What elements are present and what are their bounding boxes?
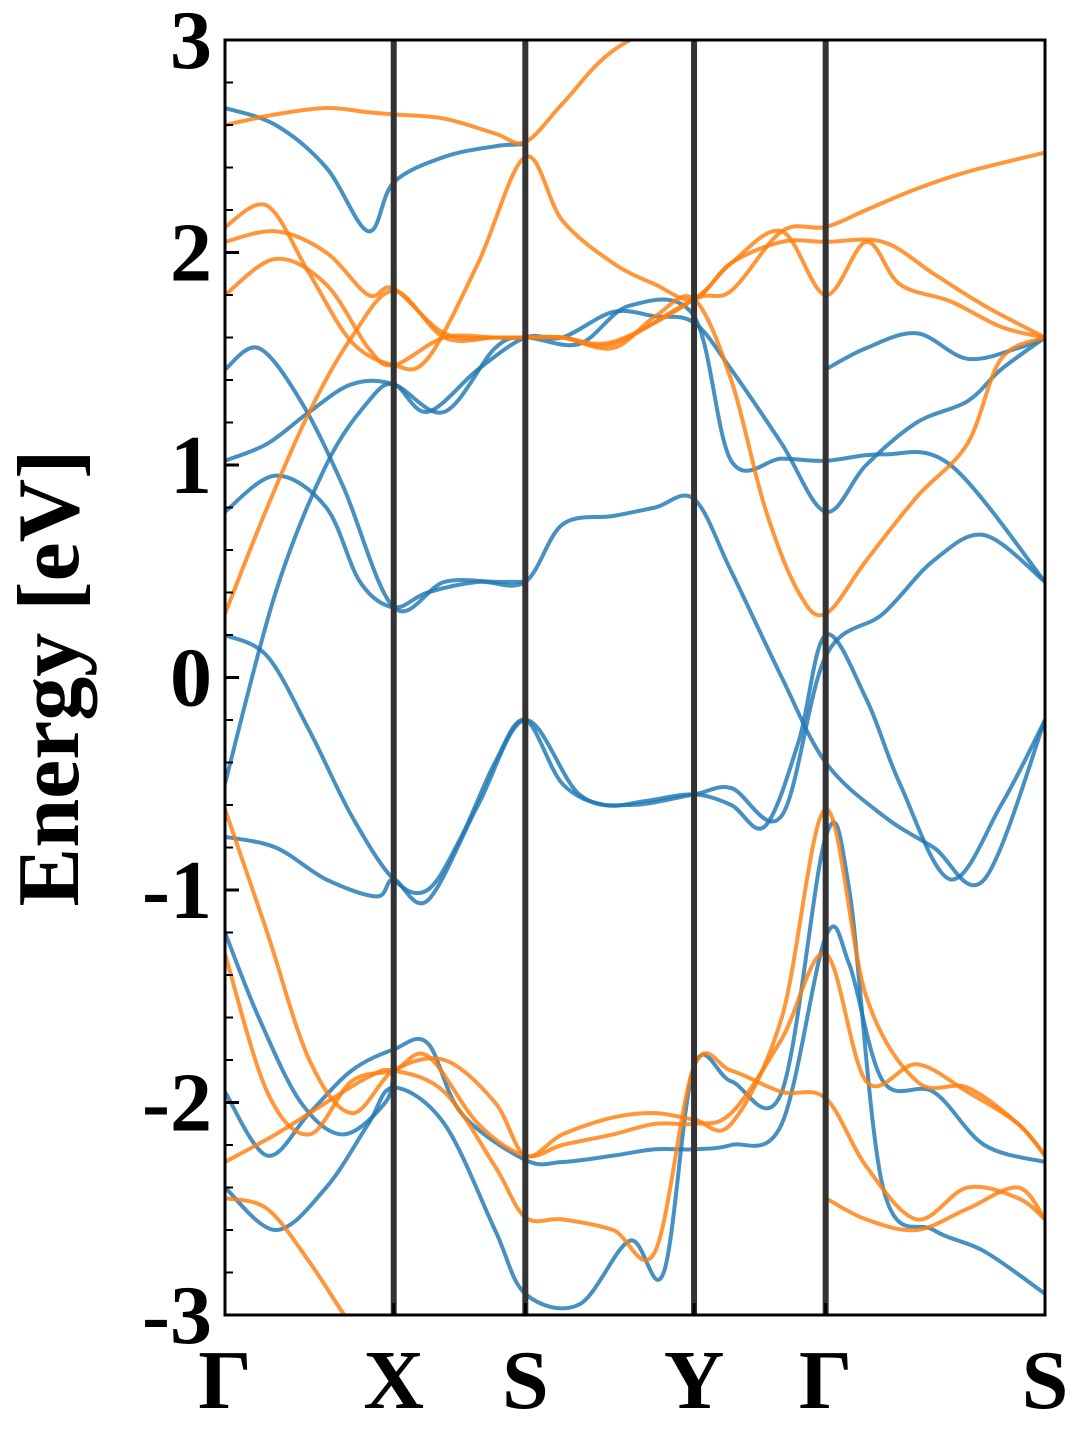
band-line-15 bbox=[225, 150, 1045, 348]
band-line-9 bbox=[225, 930, 396, 1137]
band-line-11 bbox=[225, 820, 1045, 1311]
bands-layer bbox=[225, 40, 1045, 1315]
y-tick-label: 3 bbox=[170, 0, 212, 87]
y-axis-label: Energy [eV] bbox=[1, 450, 98, 907]
band-line-8 bbox=[823, 331, 1045, 372]
band-line-5 bbox=[225, 297, 1045, 584]
band-line-19 bbox=[225, 1051, 1045, 1263]
y-tick-label: -1 bbox=[142, 844, 212, 937]
x-tick-label: S bbox=[1022, 1334, 1069, 1427]
plot-frame bbox=[223, 38, 1047, 1317]
x-tick-label: X bbox=[363, 1334, 424, 1427]
band-line-7 bbox=[225, 106, 528, 234]
band-line-1 bbox=[225, 632, 1045, 896]
x-tick-label: S bbox=[502, 1334, 549, 1427]
x-tick-label: Γ bbox=[198, 1334, 251, 1427]
band-line-12 bbox=[225, 288, 1045, 618]
band-line-21 bbox=[823, 1185, 1045, 1233]
y-tick-label: -3 bbox=[142, 1269, 212, 1362]
band-line-6 bbox=[225, 345, 528, 614]
y-axis: -3 -2 -1 0 1 2 3 bbox=[142, 0, 239, 1362]
y-tick-label: 0 bbox=[170, 632, 212, 725]
band-line-18 bbox=[225, 951, 1045, 1159]
band-line-10 bbox=[225, 924, 1045, 1167]
y-tick-label: 1 bbox=[170, 419, 212, 512]
x-tick-label: Γ bbox=[799, 1334, 852, 1427]
band-line-4 bbox=[225, 532, 1045, 906]
band-line-3 bbox=[225, 473, 1045, 888]
x-tick-label: Y bbox=[664, 1334, 725, 1427]
band-line-2 bbox=[225, 308, 1045, 786]
band-line-17 bbox=[225, 807, 1045, 1159]
band-line-20 bbox=[225, 1196, 347, 1315]
kpoint-lines bbox=[390, 40, 829, 1315]
y-tick-label: -2 bbox=[142, 1057, 212, 1150]
band-line-13 bbox=[225, 154, 1045, 372]
y-tick-label: 2 bbox=[170, 207, 212, 300]
band-line-16 bbox=[225, 40, 635, 146]
